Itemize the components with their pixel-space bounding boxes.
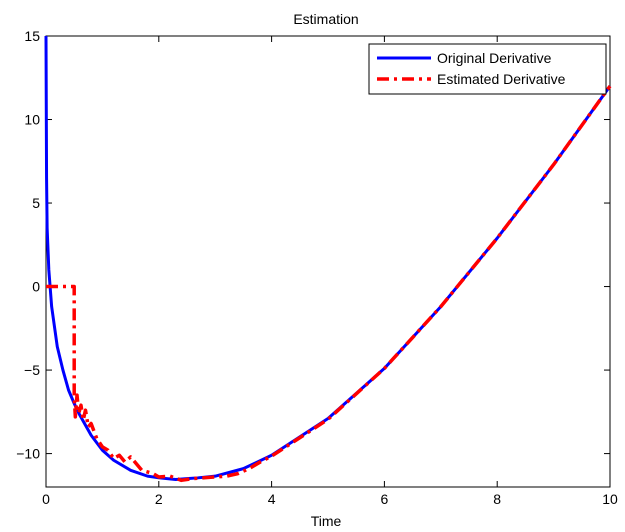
legend-entry-label: Estimated Derivative — [437, 71, 566, 87]
series-line-estimated-derivative — [46, 85, 612, 483]
chart-title: Estimation — [293, 11, 358, 27]
y-tick-label: −10 — [16, 446, 40, 462]
y-tick-label: 10 — [24, 112, 40, 128]
plot-area — [45, 35, 611, 488]
axis-ticks: 0 2 4 6 8 10 −10 −5 0 5 10 15 — [16, 28, 618, 507]
y-tick-label: 0 — [32, 279, 40, 295]
x-tick-label: 8 — [493, 491, 501, 507]
plot-frame — [45, 35, 611, 488]
x-tick-label: 10 — [602, 491, 618, 507]
x-tick-label: 4 — [268, 491, 276, 507]
y-tick-label: 5 — [32, 195, 40, 211]
legend: Original Derivative Estimated Derivative — [368, 43, 607, 95]
x-axis-label: Time — [311, 513, 342, 529]
y-tick-label: 15 — [24, 28, 40, 44]
x-tick-label: 6 — [381, 491, 389, 507]
data-series — [44, 35, 612, 483]
x-tick-label: 2 — [155, 491, 163, 507]
x-tick-label: 0 — [42, 491, 50, 507]
y-tick-label: −5 — [24, 362, 40, 378]
legend-entry-label: Original Derivative — [437, 50, 552, 66]
legend-box — [368, 43, 607, 95]
